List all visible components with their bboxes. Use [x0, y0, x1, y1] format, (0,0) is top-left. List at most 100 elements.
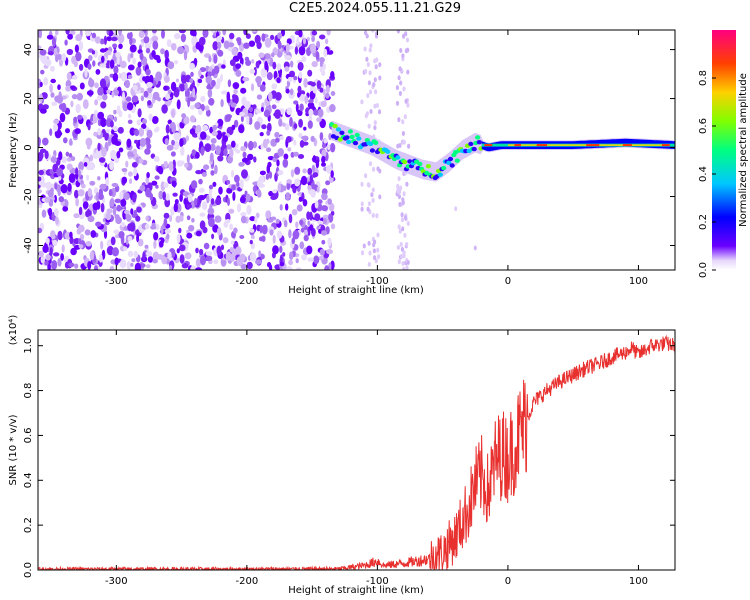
noise-speck [302, 168, 307, 174]
noise-speck [137, 61, 142, 68]
noise-speck [116, 55, 120, 66]
noise-speck [113, 157, 120, 164]
noise-speck [166, 233, 170, 240]
noise-speck [307, 120, 313, 129]
noise-speck [113, 229, 120, 235]
noise-speck [121, 168, 128, 172]
noise-speck [256, 94, 263, 100]
noise-speck [227, 197, 230, 206]
noise-speck [207, 71, 212, 78]
snr-y-tick-label: 0.6 [23, 427, 34, 443]
noise-speck [100, 101, 107, 109]
faint-band-speck [406, 221, 410, 226]
noise-speck [240, 115, 244, 123]
noise-speck [194, 197, 198, 206]
noise-speck [150, 153, 156, 159]
noise-speck [62, 206, 69, 212]
noise-speck [66, 157, 72, 162]
noise-speck [74, 128, 81, 135]
noise-speck [179, 138, 184, 148]
noise-speck [319, 132, 324, 141]
noise-speck [150, 225, 157, 230]
noise-speck [250, 252, 257, 262]
noise-speck [51, 260, 58, 270]
noise-speck [221, 64, 226, 69]
noise-speck [212, 181, 217, 187]
noise-speck [243, 42, 250, 49]
noise-speck [147, 86, 153, 94]
noise-speck [303, 126, 307, 131]
noise-speck [147, 256, 154, 263]
noise-speck [87, 188, 93, 197]
noise-speck [306, 211, 311, 221]
faint-band-speck [367, 123, 371, 129]
noise-speck [97, 176, 101, 181]
noise-speck [238, 162, 245, 167]
noise-speck [100, 147, 107, 158]
colorbar-tick-label: 0.6 [698, 118, 709, 134]
faint-band-speck [373, 125, 377, 131]
noise-speck [179, 160, 185, 165]
noise-speck [165, 193, 170, 201]
noise-speck [246, 204, 252, 215]
noise-speck [225, 219, 231, 224]
faint-band-speck [372, 166, 376, 172]
noise-speck [163, 182, 169, 188]
noise-speck [60, 184, 68, 194]
noise-speck [306, 37, 310, 42]
noise-speck [157, 97, 161, 102]
noise-speck [46, 34, 54, 40]
noise-speck [135, 66, 142, 76]
noise-speck [44, 260, 49, 266]
noise-speck [284, 66, 290, 72]
snr-y-tick-label: 0.0 [23, 562, 34, 578]
noise-speck [258, 52, 265, 58]
noise-speck [294, 166, 301, 175]
noise-speck [309, 224, 314, 231]
noise-speck [85, 137, 93, 147]
noise-speck [106, 89, 111, 95]
noise-speck [78, 161, 84, 171]
noise-speck [199, 212, 206, 217]
noise-speck [298, 45, 306, 56]
spectrogram-x-tick-label: -100 [366, 276, 389, 287]
noise-speck [190, 115, 196, 123]
noise-speck [312, 172, 319, 178]
faint-band-speck [404, 98, 408, 104]
noise-speck [40, 108, 47, 114]
faint-band-speck [406, 260, 410, 265]
noise-speck [183, 50, 188, 61]
noise-speck [50, 156, 58, 163]
noise-speck [144, 137, 151, 146]
noise-speck [274, 109, 281, 119]
noise-speck [162, 191, 166, 201]
noise-speck [139, 185, 146, 192]
noise-speck [61, 53, 67, 62]
noise-speck [264, 60, 268, 71]
faint-band-speck [360, 250, 365, 256]
noise-speck [41, 209, 47, 218]
noise-speck [208, 55, 212, 63]
noise-speck [188, 97, 196, 102]
noise-speck [301, 135, 308, 140]
noise-speck [307, 69, 313, 77]
ridge-blob [352, 140, 359, 146]
noise-speck [187, 97, 191, 108]
noise-speck [241, 157, 249, 163]
noise-speck [210, 170, 215, 176]
noise-speck [317, 199, 323, 205]
noise-speck [164, 49, 169, 60]
noise-speck [171, 139, 175, 146]
noise-speck [293, 76, 298, 81]
noise-speck [111, 135, 118, 145]
noise-speck [63, 137, 68, 144]
noise-speck [269, 264, 273, 270]
noise-speck [98, 253, 103, 263]
noise-speck [328, 214, 333, 222]
spectrogram-x-label: Height of straight line (km) [288, 285, 424, 296]
noise-speck [271, 83, 278, 90]
noise-speck [266, 72, 273, 81]
noise-speck [145, 188, 152, 198]
noise-speck [223, 40, 230, 49]
